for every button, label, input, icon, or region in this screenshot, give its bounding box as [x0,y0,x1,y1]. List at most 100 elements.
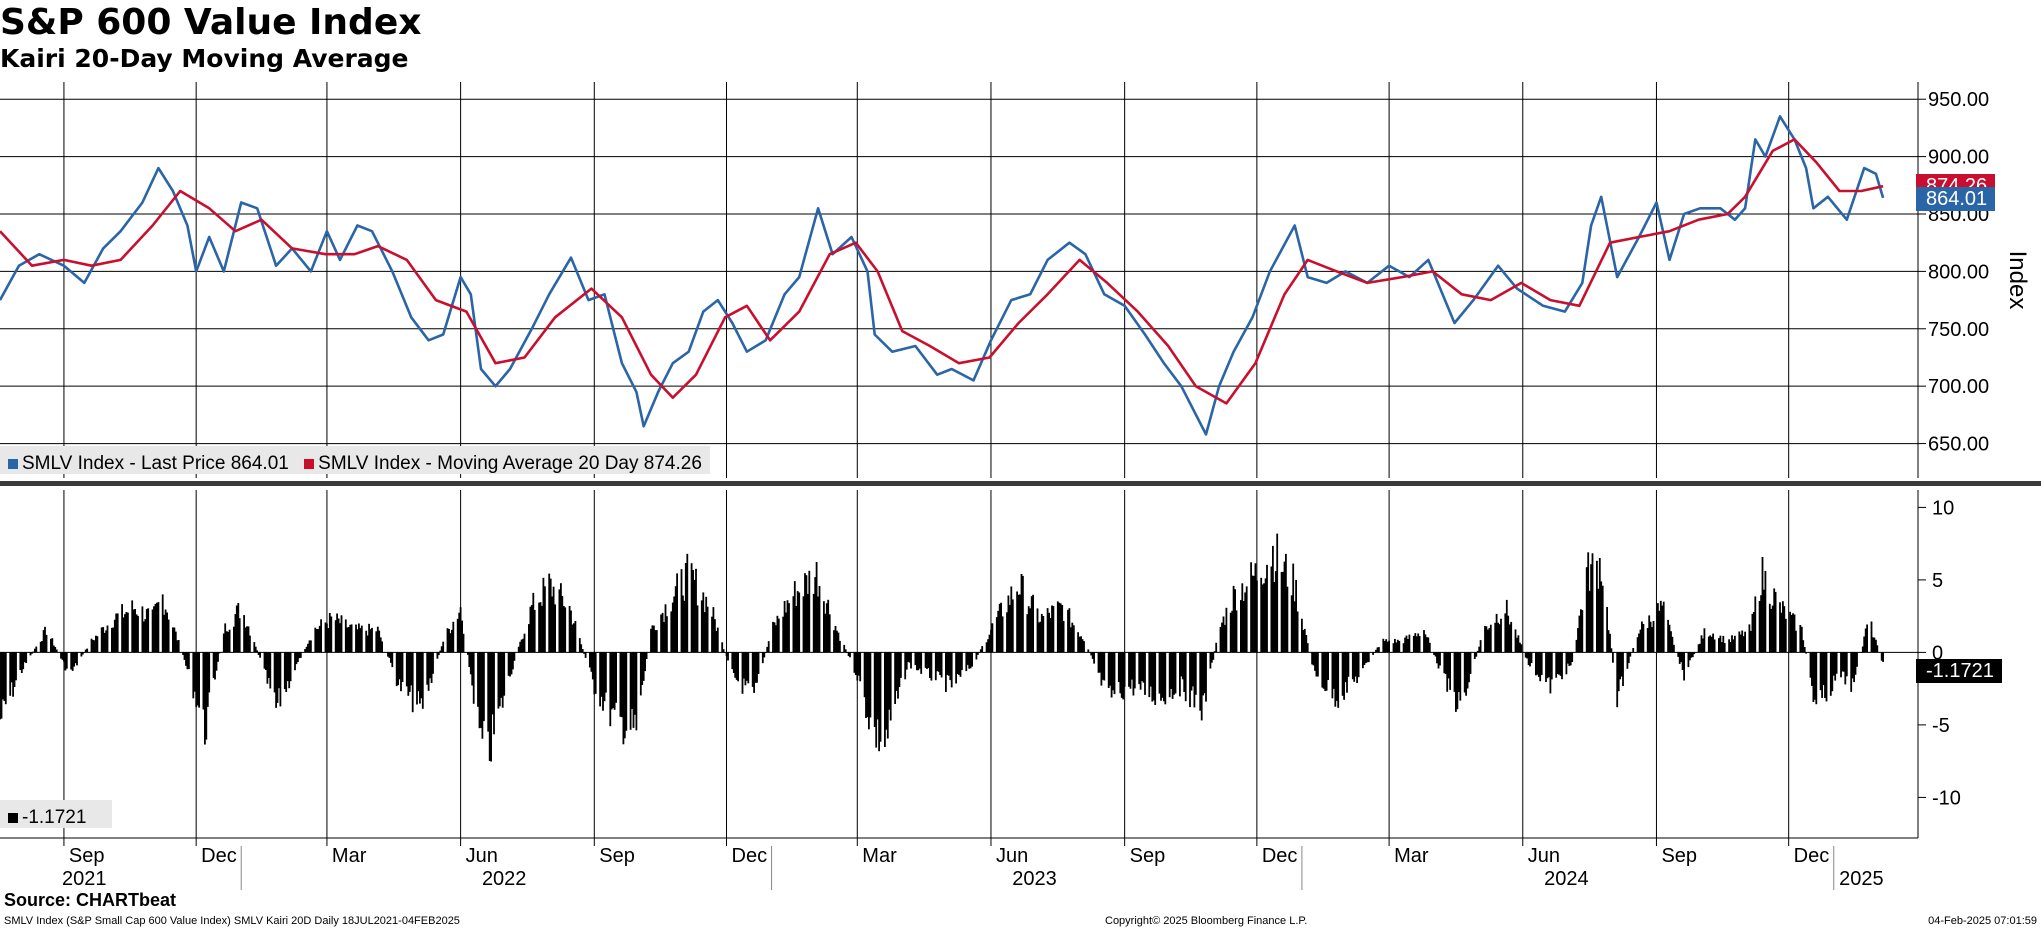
kairi-bar [907,652,909,662]
kairi-bar [1353,652,1356,682]
kairi-bar [1293,601,1296,653]
kairi-bar [1612,652,1614,663]
kairi-bar [1181,652,1184,680]
kairi-bar [307,643,309,653]
kairi-bar [1149,652,1152,687]
kairi-bar [1266,564,1268,653]
kairi-bar [122,617,125,653]
kairi-bar [1812,652,1815,702]
kairi-bar [859,652,862,682]
kairi-bar [1168,652,1171,698]
kairi-bar [875,652,878,748]
kairi-bar [1333,652,1335,689]
kairi-bar [39,641,42,653]
kairi-bar [1022,575,1024,653]
kairi-bar [714,619,716,653]
kairi-bar [1821,652,1823,698]
kairi-bar [451,629,453,653]
kairi-bar [417,652,420,692]
kairi-bar [227,631,229,653]
kairi-bar [1700,635,1703,653]
kairi-bar [113,619,116,653]
kairi-bar [1103,652,1106,681]
kairi-bar [1673,644,1675,653]
kairi-bar [1629,652,1632,657]
kairi-bar [1296,611,1299,653]
kairi-bar [1783,606,1786,653]
kairi-bar [1109,652,1111,686]
kairi-bar [106,625,109,653]
kairi-bar [217,652,219,662]
kairi-bar [1793,614,1796,653]
kairi-bar [991,623,994,653]
kairi-bar [519,641,522,653]
kairi-bar [358,623,360,653]
kairi-bar [256,650,259,653]
kairi-bar [208,652,211,693]
top-y-axis-ticks: 650.00700.00750.00800.00850.00900.00950.… [1917,82,1989,478]
kairi-bar [715,631,718,653]
kairi-bar [695,568,697,653]
kairi-bar [753,652,755,693]
kairi-bar [1325,652,1328,691]
kairi-bar [1202,652,1204,696]
kairi-bar [995,617,998,653]
kairi-bar [420,652,423,699]
kairi-bar [905,652,908,670]
kairi-bar [1090,652,1093,656]
kairi-bar [1600,581,1603,653]
kairi-bar [70,652,73,670]
bottom-legend: -1.1721 [0,800,112,828]
kairi-bar [757,652,760,674]
kairi-bar [1212,652,1215,660]
kairi-bar [937,652,940,672]
kairi-bar [1622,652,1624,686]
kairi-bar [644,652,646,672]
kairi-bar [603,652,606,702]
kairi-bar [1042,616,1045,653]
kairi-bar [560,583,562,653]
kairi-bar [827,599,830,653]
kairi-bar [90,638,93,653]
kairi-bar [355,624,357,653]
kairi-bar [818,586,821,653]
kairi-bar [1068,608,1071,653]
kairi-bar [929,652,931,679]
kairi-bar [135,614,138,653]
kairi-bar [73,652,75,667]
kairi-bar [517,646,520,653]
kairi-bar [116,613,119,653]
kairi-bar [680,569,683,653]
kairi-bar [552,586,555,653]
kairi-bar [1882,652,1884,662]
kairi-bar [854,652,857,675]
kairi-bar [1280,572,1283,653]
kairi-bar [700,600,703,653]
kairi-bar [462,633,465,653]
kairi-bar [41,641,43,653]
kairi-bar [177,640,180,653]
kairi-bar [1046,608,1049,653]
kairi-bar [654,630,657,653]
kairi-bar [498,652,501,707]
kairi-bar [222,633,225,653]
kairi-bar [1423,630,1425,653]
kairi-bar [305,646,308,653]
kairi-bar [1447,652,1450,679]
kairi-bar [1601,585,1604,653]
kairi-bar [1347,652,1350,677]
kairi-bar [568,606,571,653]
kairi-bar [440,646,443,653]
kairi-bar [1630,652,1633,653]
kairi-bar [1112,652,1114,691]
kairi-bar [1260,577,1263,653]
x-month-label: Dec [201,845,237,867]
kairi-bar [1242,601,1245,653]
kairi-bar [1646,628,1649,653]
kairi-bar [1405,635,1408,653]
kairi-bar [674,586,677,653]
kairi-bar [84,649,87,653]
kairi-bar [42,630,45,653]
kairi-bar [965,652,968,672]
kairi-bar [285,652,288,692]
